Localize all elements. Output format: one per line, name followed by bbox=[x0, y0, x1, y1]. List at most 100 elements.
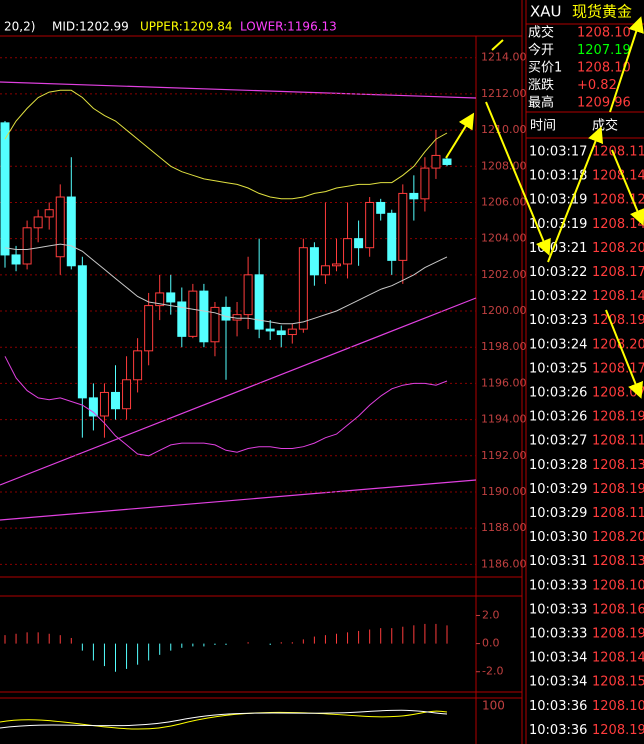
candle-body bbox=[166, 292, 176, 303]
y-tick-label: 1202.00 bbox=[481, 268, 527, 281]
trade-time: 10:03:21 bbox=[529, 241, 587, 256]
y-tick-label: 1194.00 bbox=[481, 413, 527, 426]
trade-time: 10:03:17 bbox=[529, 145, 587, 160]
quote-value: 1207.19 bbox=[577, 43, 631, 58]
trade-time: 10:03:34 bbox=[529, 651, 587, 666]
trade-time: 10:03:34 bbox=[529, 675, 587, 690]
candle-body bbox=[398, 192, 408, 261]
trade-price: 1208.10 bbox=[592, 578, 644, 593]
candle-body bbox=[409, 192, 419, 200]
trade-time: 10:03:29 bbox=[529, 506, 587, 521]
trade-price: 1208.11 bbox=[592, 145, 644, 160]
trade-price: 1208.19 bbox=[592, 410, 644, 425]
trade-time: 10:03:18 bbox=[529, 169, 587, 184]
y-tick-label: 1188.00 bbox=[481, 521, 527, 534]
trade-price: 1208.20 bbox=[592, 337, 644, 352]
candle-body bbox=[298, 247, 308, 330]
y-tick-label: 1208.00 bbox=[481, 159, 527, 172]
trade-time: 10:03:19 bbox=[529, 193, 587, 208]
candle-body bbox=[320, 265, 330, 276]
oscillator-line bbox=[0, 709, 448, 729]
trade-price: 1208.19 bbox=[592, 723, 644, 738]
trade-price: 1208.11 bbox=[592, 506, 644, 521]
y-tick-label: 1186.00 bbox=[481, 557, 527, 570]
candle-body bbox=[44, 209, 54, 218]
trade-price: 1208.12 bbox=[592, 193, 644, 208]
candle-body bbox=[199, 290, 209, 343]
y-tick-label: 1196.00 bbox=[481, 376, 527, 389]
trade-price: 1208.15 bbox=[592, 675, 644, 690]
column-header: 时间 bbox=[530, 119, 556, 134]
trade-price: 1208.20 bbox=[592, 530, 644, 545]
candle-body bbox=[387, 212, 397, 261]
trade-time: 10:03:33 bbox=[529, 627, 587, 642]
candle-body bbox=[22, 227, 32, 265]
band-line bbox=[4, 356, 448, 457]
candle-body bbox=[99, 391, 109, 417]
trade-price: 1208.20 bbox=[592, 241, 644, 256]
trade-time: 10:03:36 bbox=[529, 699, 587, 714]
trade-time: 10:03:30 bbox=[529, 530, 587, 545]
trade-price: 1208.13 bbox=[592, 458, 644, 473]
trade-price: 1208.11 bbox=[592, 434, 644, 449]
quote-label: 最高 bbox=[528, 95, 554, 111]
indicator-label: LOWER:1196.13 bbox=[240, 20, 337, 34]
quote-value: 1209.96 bbox=[577, 96, 631, 111]
y-tick-label: 1190.00 bbox=[481, 485, 527, 498]
candle-body bbox=[0, 122, 10, 256]
trade-time: 10:03:26 bbox=[529, 386, 587, 401]
candle-body bbox=[365, 201, 375, 249]
candle-body bbox=[265, 328, 275, 332]
indicator-label: 20,2) bbox=[4, 20, 35, 34]
band-line bbox=[4, 243, 448, 325]
candle-body bbox=[332, 263, 341, 267]
trade-time: 10:03:22 bbox=[529, 289, 587, 304]
y-tick-label: 1206.00 bbox=[481, 195, 527, 208]
candle-body bbox=[77, 265, 87, 399]
band-line bbox=[4, 89, 448, 200]
trade-price: 1208.14 bbox=[592, 169, 644, 184]
candle-body bbox=[33, 216, 43, 229]
candle-body bbox=[210, 306, 220, 343]
y-tick-label: 1212.00 bbox=[481, 87, 527, 100]
y-tick-label: 1210.00 bbox=[481, 123, 527, 136]
candle-body bbox=[111, 391, 120, 410]
y-tick-label: 1192.00 bbox=[481, 449, 527, 462]
quote-label: 成交 bbox=[528, 25, 554, 41]
trade-price: 1208.10 bbox=[592, 699, 644, 714]
y-tick-label: 1214.00 bbox=[481, 51, 527, 64]
indicator-label: MID:1202.99 bbox=[52, 20, 129, 34]
trade-time: 10:03:36 bbox=[529, 723, 587, 738]
quote-label: 买价1 bbox=[528, 61, 562, 76]
trade-time: 10:03:25 bbox=[529, 361, 587, 376]
indicator-label: UPPER:1209.84 bbox=[140, 20, 232, 34]
trade-time: 10:03:31 bbox=[529, 554, 587, 569]
candle-body bbox=[287, 328, 297, 336]
y-tick-label: 1204.00 bbox=[481, 232, 527, 245]
quote-label: 涨跌 bbox=[528, 77, 554, 93]
column-header: 成交 bbox=[592, 118, 618, 134]
annotation-arrows bbox=[445, 16, 644, 399]
quote-value: 1208.10 bbox=[577, 61, 631, 76]
macd-tick-label: 2.0 bbox=[482, 608, 500, 621]
symbol: XAU bbox=[530, 3, 562, 21]
candle-body bbox=[144, 305, 154, 352]
macd-tick-label: -2.0 bbox=[482, 665, 503, 678]
candle-body bbox=[188, 290, 198, 337]
candle-body bbox=[276, 330, 286, 336]
quote-value: +0.82 bbox=[577, 78, 617, 93]
trade-time: 10:03:29 bbox=[529, 482, 587, 497]
trade-price: 1208.19 bbox=[592, 482, 644, 497]
candle-body bbox=[309, 247, 319, 276]
trade-price: 1208.13 bbox=[592, 554, 644, 569]
trade-time: 10:03:24 bbox=[529, 337, 587, 352]
candle-body bbox=[254, 274, 264, 330]
candle-body bbox=[133, 350, 143, 381]
trade-price: 1208.14 bbox=[592, 651, 644, 666]
trade-price: 1208.17 bbox=[592, 361, 644, 376]
y-tick-label: 1200.00 bbox=[481, 304, 527, 317]
trade-price: 1208.17 bbox=[592, 265, 644, 280]
